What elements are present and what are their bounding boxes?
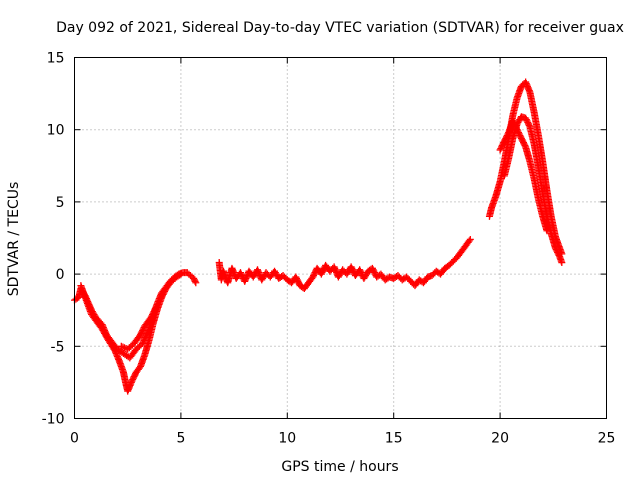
data-point [466, 235, 474, 243]
y-tick-label: 0 [56, 267, 65, 283]
series-upper-branch [71, 269, 200, 362]
y-axis-label: SDTVAR / TECUs [6, 182, 22, 297]
series-peak-secondary [496, 117, 551, 235]
data-point [122, 344, 130, 352]
plot-frame [74, 57, 607, 419]
data-series [71, 78, 566, 395]
grid [74, 57, 607, 419]
data-point [117, 342, 125, 350]
x-tick-label: 25 [598, 431, 616, 447]
x-tick-label: 0 [70, 431, 79, 447]
x-tick-label: 5 [176, 431, 185, 447]
series-peak-outer [485, 78, 566, 258]
x-axis-label: GPS time / hours [281, 459, 398, 475]
chart-title: Day 092 of 2021, Sidereal Day-to-day VTE… [56, 20, 624, 36]
data-point [525, 121, 533, 129]
x-tick-label: 20 [491, 431, 509, 447]
data-point [175, 271, 183, 279]
x-tick-label: 15 [385, 431, 403, 447]
axis-ticks: 0 5 10 15 20 25 -10 -5 0 5 10 15 [42, 51, 616, 447]
y-tick-label: 15 [47, 51, 65, 67]
y-tick-label: 10 [47, 123, 65, 139]
data-point [465, 237, 473, 245]
series-mid-branch [117, 305, 159, 353]
data-point [119, 343, 127, 351]
data-point [151, 306, 159, 314]
data-point [191, 277, 199, 285]
y-tick-label: -5 [51, 339, 65, 355]
y-tick-label: 5 [56, 195, 65, 211]
data-point [558, 259, 566, 267]
data-point [151, 305, 159, 313]
series-lower-branch [77, 270, 185, 395]
series-middle-segment [215, 235, 474, 293]
data-point [192, 279, 200, 287]
x-tick-label: 10 [278, 431, 296, 447]
y-tick-label: -10 [42, 412, 65, 428]
data-point [177, 270, 185, 278]
data-point [543, 227, 551, 235]
